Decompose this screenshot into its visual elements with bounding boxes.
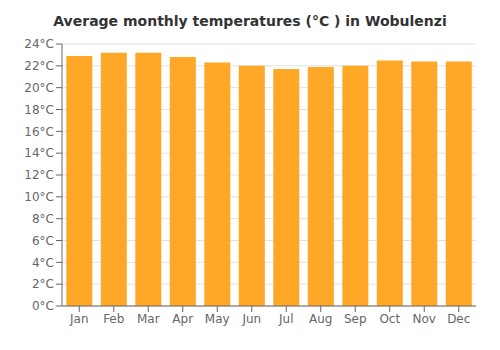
svg-text:18°C: 18°C bbox=[24, 103, 54, 117]
svg-text:Feb: Feb bbox=[103, 312, 124, 326]
svg-text:Jun: Jun bbox=[241, 312, 261, 326]
svg-text:Jan: Jan bbox=[69, 312, 89, 326]
svg-text:0°C: 0°C bbox=[32, 299, 54, 313]
svg-text:22°C: 22°C bbox=[24, 59, 54, 73]
svg-text:24°C: 24°C bbox=[24, 37, 54, 51]
svg-text:16°C: 16°C bbox=[24, 125, 54, 139]
svg-text:Apr: Apr bbox=[172, 312, 193, 326]
svg-text:Mar: Mar bbox=[137, 312, 160, 326]
svg-text:Nov: Nov bbox=[413, 312, 436, 326]
svg-text:2°C: 2°C bbox=[32, 277, 54, 291]
svg-text:14°C: 14°C bbox=[24, 146, 54, 160]
svg-text:6°C: 6°C bbox=[32, 234, 54, 248]
svg-text:12°C: 12°C bbox=[24, 168, 54, 182]
svg-text:Dec: Dec bbox=[447, 312, 470, 326]
svg-text:Oct: Oct bbox=[379, 312, 400, 326]
svg-text:4°C: 4°C bbox=[32, 256, 54, 270]
html-text:Average monthly temperatures (: Average monthly temperatures (°C ) in Wo… bbox=[53, 13, 447, 29]
svg-text:10°C: 10°C bbox=[24, 190, 54, 204]
svg-text:20°C: 20°C bbox=[24, 81, 54, 95]
svg-text:8°C: 8°C bbox=[32, 212, 54, 226]
svg-text:Jul: Jul bbox=[278, 312, 293, 326]
svg-text:Sep: Sep bbox=[344, 312, 367, 326]
svg-text:May: May bbox=[205, 312, 230, 326]
svg-text:Aug: Aug bbox=[309, 312, 332, 326]
